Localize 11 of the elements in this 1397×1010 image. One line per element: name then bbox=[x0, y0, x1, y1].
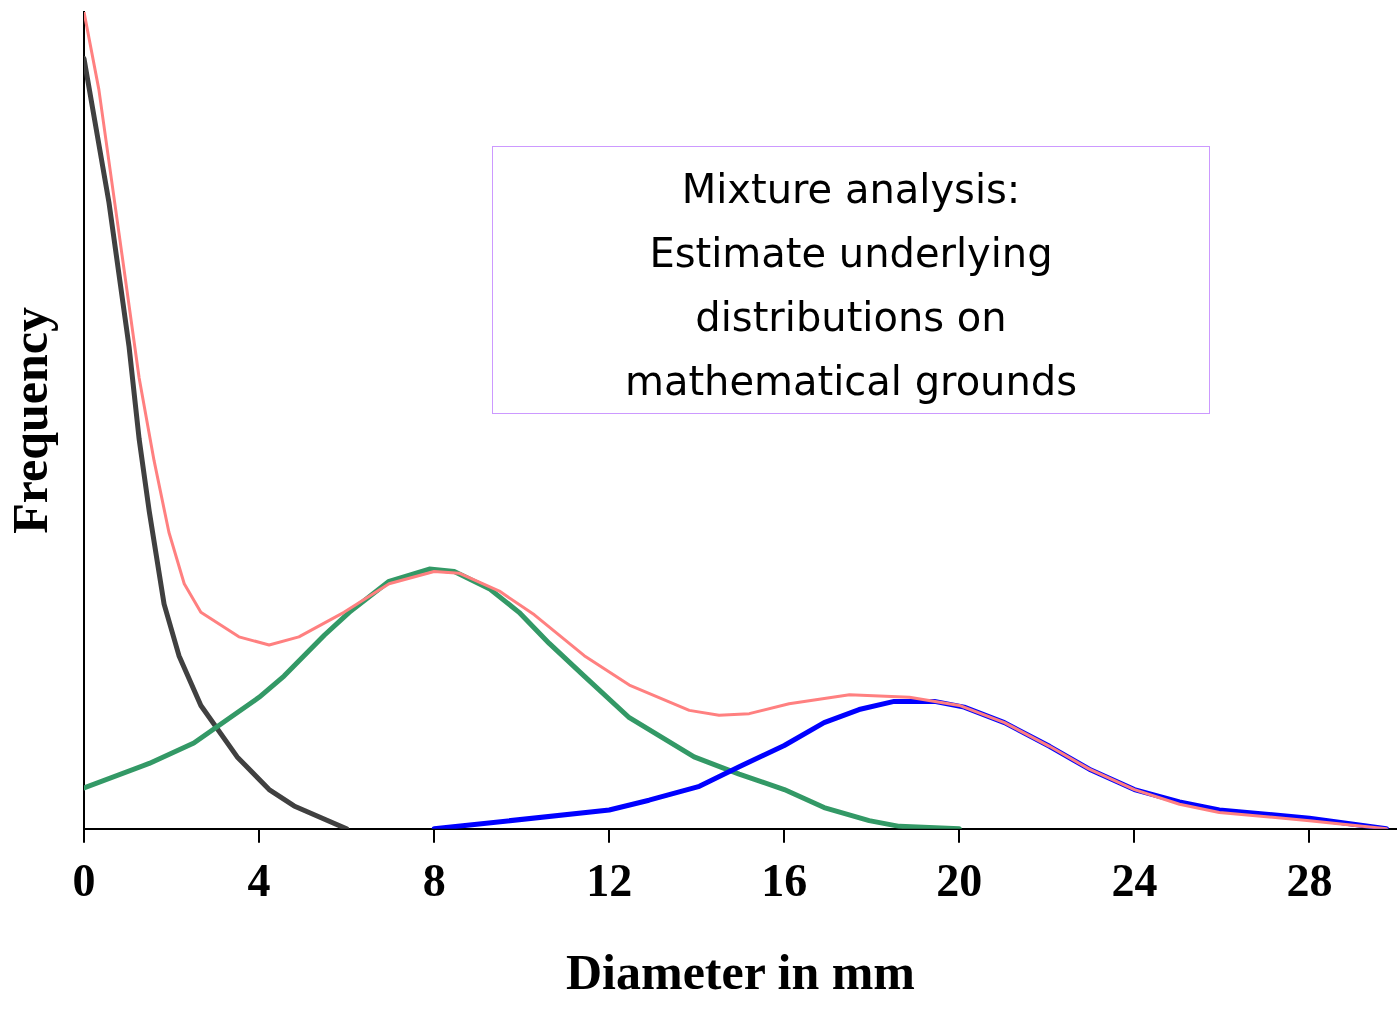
x-tick-label: 20 bbox=[936, 855, 983, 907]
x-axis-title: Diameter in mm bbox=[566, 943, 915, 1000]
x-tick-label: 16 bbox=[761, 855, 808, 907]
x-tick-label: 0 bbox=[72, 855, 96, 907]
x-tick-label: 8 bbox=[422, 855, 446, 907]
y-axis-title: Frequency bbox=[1, 306, 58, 534]
x-tick-label: 24 bbox=[1111, 855, 1158, 907]
x-tick-label: 12 bbox=[586, 855, 633, 907]
x-tick-label: 28 bbox=[1286, 855, 1333, 907]
x-tick-label: 4 bbox=[247, 855, 271, 907]
annotation: Mixture analysis: Estimate underlying distributions on mathematical grounds bbox=[492, 146, 1210, 414]
